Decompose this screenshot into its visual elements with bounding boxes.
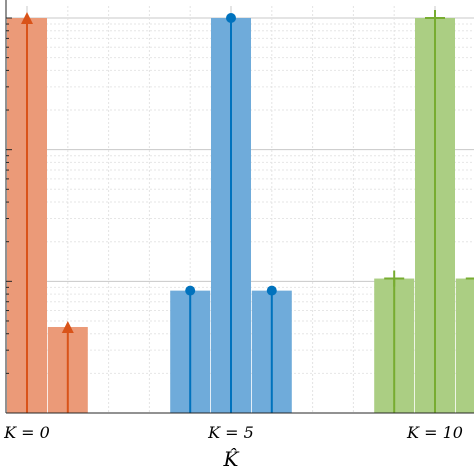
x-tick-label-k10: K = 10 <box>406 423 463 442</box>
y-ticks <box>6 17 12 414</box>
bars <box>7 18 474 413</box>
circle-marker <box>266 285 277 296</box>
circle-marker <box>226 13 236 23</box>
circle-marker <box>185 285 196 296</box>
triangle-marker <box>61 320 74 333</box>
x-tick-label-k0: K = 0 <box>3 423 50 442</box>
x-tick-label-k5: K = 5 <box>207 423 254 442</box>
x-axis-label: K̂ <box>223 447 240 471</box>
bar-s2-x11 <box>455 278 474 413</box>
stems <box>21 10 474 413</box>
triangle-marker <box>21 12 33 24</box>
